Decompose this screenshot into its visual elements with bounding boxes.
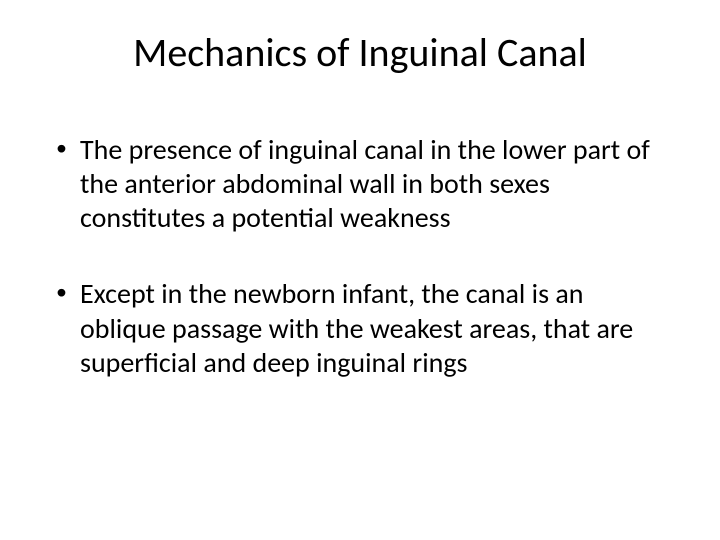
slide-title: Mechanics of Inguinal Canal bbox=[50, 28, 670, 77]
bullet-list: The presence of inguinal canal in the lo… bbox=[50, 133, 670, 380]
list-item: Except in the newborn infant, the canal … bbox=[50, 277, 670, 379]
list-item: The presence of inguinal canal in the lo… bbox=[50, 133, 670, 235]
